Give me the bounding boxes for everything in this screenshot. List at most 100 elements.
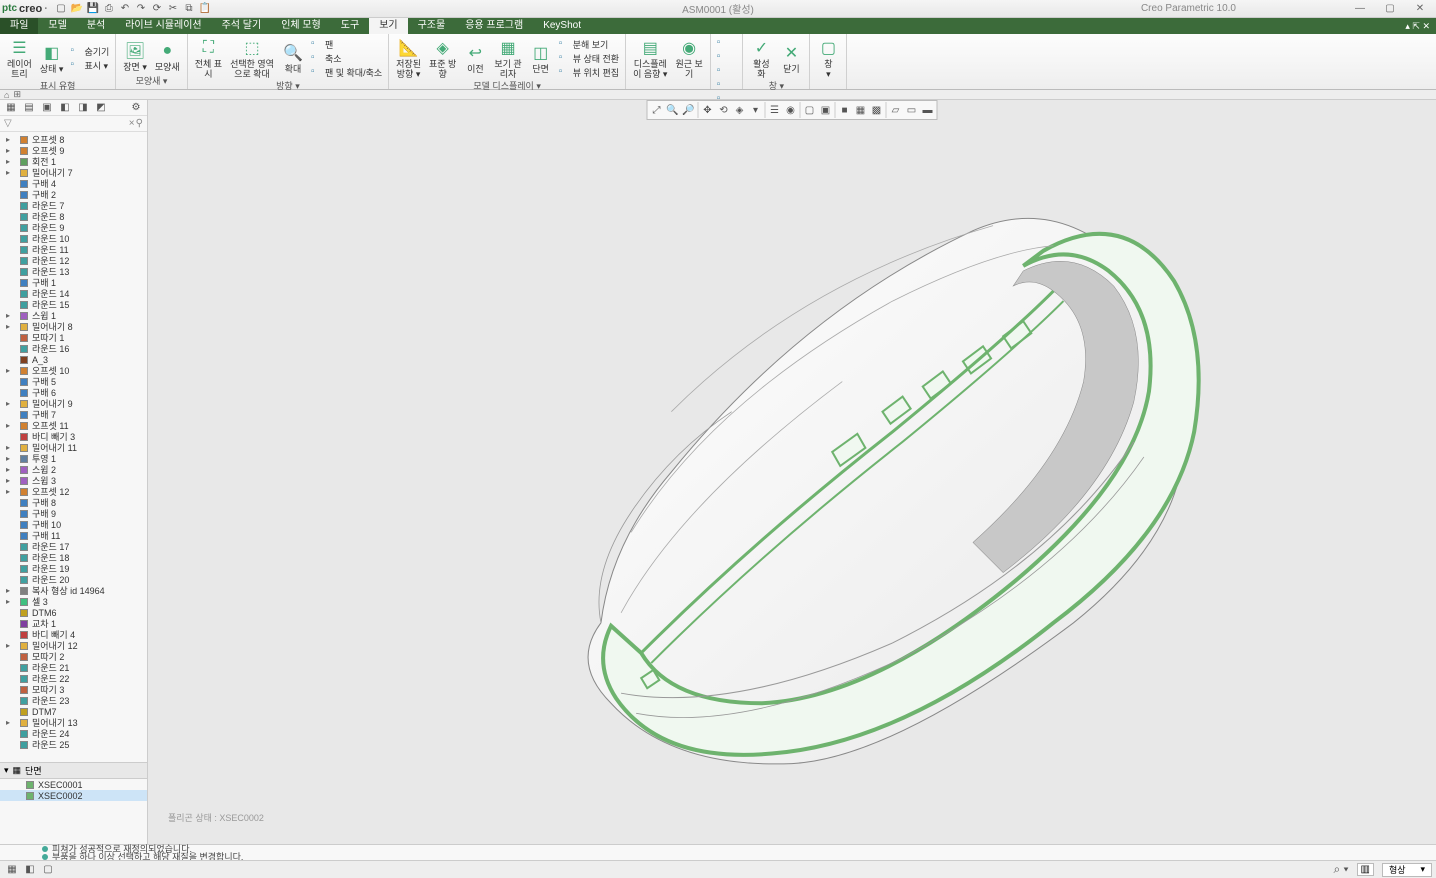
ribbon-section-button[interactable]: ◫단면 bbox=[527, 41, 555, 75]
gtool-spin-icon[interactable]: ⟲ bbox=[716, 102, 732, 118]
tab-tools[interactable]: 도구 bbox=[331, 18, 369, 34]
tree-item[interactable]: 구배 1 bbox=[0, 277, 147, 288]
expand-icon[interactable]: ▸ bbox=[6, 366, 16, 375]
expand-icon[interactable]: ▸ bbox=[6, 454, 16, 463]
gtool-zoomout-icon[interactable]: 🔎 bbox=[681, 102, 697, 118]
qat-save-icon[interactable]: 💾 bbox=[86, 2, 100, 16]
section-item[interactable]: XSEC0002 bbox=[0, 790, 147, 801]
expand-icon[interactable]: ▸ bbox=[6, 586, 16, 595]
ribbon-dispopt-button[interactable]: ▤디스플레이 음향 ▾ bbox=[630, 36, 670, 80]
tree-item[interactable]: 라운드 25 bbox=[0, 739, 147, 750]
tree-item[interactable]: 구배 4 bbox=[0, 178, 147, 189]
qat-copy-icon[interactable]: ⧉ bbox=[182, 2, 196, 16]
qat-undo-icon[interactable]: ↶ bbox=[118, 2, 132, 16]
ribbon-layers-button[interactable]: ☰레이어트리 bbox=[4, 36, 35, 80]
qat-new-icon[interactable]: ▢ bbox=[54, 2, 68, 16]
section-item[interactable]: XSEC0001 bbox=[0, 779, 147, 790]
tab-apps[interactable]: 응용 프로그램 bbox=[455, 18, 533, 34]
tree-item[interactable]: ▸밀어내기 9 bbox=[0, 398, 147, 409]
ribbon-show-button[interactable]: ▫표시 ▾ bbox=[68, 58, 111, 72]
tree-item[interactable]: ▸회전 1 bbox=[0, 156, 147, 167]
tree-item[interactable]: 모따기 2 bbox=[0, 651, 147, 662]
expand-icon[interactable]: ▸ bbox=[6, 487, 16, 496]
tree-item[interactable]: ▸오프셋 8 bbox=[0, 134, 147, 145]
ribbon-prev-button[interactable]: ↩이전 bbox=[461, 41, 489, 75]
tree-item[interactable]: ▸밀어내기 11 bbox=[0, 442, 147, 453]
filter-icon[interactable]: ▽ bbox=[4, 118, 12, 129]
filter-status-icon[interactable]: ▥ bbox=[1357, 863, 1374, 876]
status-icon-1[interactable]: ▦ bbox=[4, 863, 20, 877]
minimize-button[interactable]: — bbox=[1346, 1, 1374, 17]
tree-item[interactable]: 라운드 13 bbox=[0, 266, 147, 277]
expand-icon[interactable]: ▸ bbox=[6, 641, 16, 650]
tree-body[interactable]: ▸오프셋 8▸오프셋 9▸회전 1▸밀어내기 7구배 4구배 2라운드 7라운드… bbox=[0, 132, 147, 844]
gtool-shade-icon[interactable]: ■ bbox=[837, 102, 853, 118]
expand-icon[interactable]: ▸ bbox=[6, 476, 16, 485]
tree-item[interactable]: 라운드 7 bbox=[0, 200, 147, 211]
section-expand-icon[interactable]: ▾ bbox=[4, 765, 9, 776]
gtool-wire-icon[interactable]: ▱ bbox=[888, 102, 904, 118]
gtool-edge-icon[interactable]: ▬ bbox=[920, 102, 936, 118]
selection-filter-box[interactable]: 형상 ▾ bbox=[1382, 863, 1432, 877]
search-icon[interactable]: ⌕ ▾ bbox=[1333, 862, 1348, 877]
gtool-layers-icon[interactable]: ☰ bbox=[767, 102, 783, 118]
ribbon-csys-button[interactable]: ▫ bbox=[715, 64, 731, 78]
qat-open-icon[interactable]: 📂 bbox=[70, 2, 84, 16]
gtool-zoomin-icon[interactable]: 🔍 bbox=[665, 102, 681, 118]
gtool-saved-icon[interactable]: ▾ bbox=[748, 102, 764, 118]
ribbon-persp-button[interactable]: ◉원근 보기 bbox=[672, 36, 705, 80]
tree-item[interactable]: ▸밀어내기 12 bbox=[0, 640, 147, 651]
tree-mode-1-icon[interactable]: ▦ bbox=[4, 101, 18, 115]
tree-item[interactable]: 라운드 23 bbox=[0, 695, 147, 706]
gtool-shadeedge-icon[interactable]: ▦ bbox=[853, 102, 869, 118]
ribbon-editpos-button[interactable]: ▫뷰 위치 편집 bbox=[557, 65, 621, 79]
expand-icon[interactable]: ▸ bbox=[6, 168, 16, 177]
gtool-hidden-icon[interactable]: ▣ bbox=[818, 102, 834, 118]
tree-settings-icon[interactable]: ⚙ bbox=[129, 101, 143, 115]
ribbon-pan-button[interactable]: ▫팬 bbox=[309, 37, 384, 51]
tree-item[interactable]: 모따기 1 bbox=[0, 332, 147, 343]
ribbon-windows-button[interactable]: ▢창▾ bbox=[814, 36, 842, 80]
tree-item[interactable]: 라운드 10 bbox=[0, 233, 147, 244]
tab-view[interactable]: 보기 bbox=[369, 18, 407, 34]
ribbon-stdview-button[interactable]: ◈표준 방향 bbox=[426, 36, 459, 80]
tree-item[interactable]: 라운드 19 bbox=[0, 563, 147, 574]
tree-item[interactable]: ▸밀어내기 7 bbox=[0, 167, 147, 178]
tree-item[interactable]: 라운드 21 bbox=[0, 662, 147, 673]
tree-item[interactable]: 구배 10 bbox=[0, 519, 147, 530]
tree-section-header[interactable]: ▾▦단면 bbox=[0, 762, 147, 779]
tree-item[interactable]: ▸셀 3 bbox=[0, 596, 147, 607]
expand-icon[interactable]: ▸ bbox=[6, 718, 16, 727]
tree-mode-3-icon[interactable]: ▣ bbox=[40, 101, 54, 115]
tab-file[interactable]: 파일 bbox=[0, 18, 38, 34]
tree-item[interactable]: 라운드 24 bbox=[0, 728, 147, 739]
tree-item[interactable]: 라운드 15 bbox=[0, 299, 147, 310]
qat-saveas-icon[interactable]: ⎙ bbox=[102, 2, 116, 16]
tree-item[interactable]: 라운드 18 bbox=[0, 552, 147, 563]
clear-search-icon[interactable]: × bbox=[129, 118, 136, 129]
qat-redo-icon[interactable]: ↷ bbox=[134, 2, 148, 16]
tree-item[interactable]: 구배 6 bbox=[0, 387, 147, 398]
ribbon-point-button[interactable]: ▫ bbox=[715, 50, 731, 64]
tree-item[interactable]: ▸스윕 2 bbox=[0, 464, 147, 475]
tree-item[interactable]: A_3 bbox=[0, 354, 147, 365]
tree-item[interactable]: 구배 11 bbox=[0, 530, 147, 541]
tree-item[interactable]: ▸오프셋 12 bbox=[0, 486, 147, 497]
gtool-pan-icon[interactable]: ✥ bbox=[700, 102, 716, 118]
ribbon-state-button[interactable]: ◧상태 ▾ bbox=[37, 41, 67, 75]
tab-analysis[interactable]: 분석 bbox=[77, 18, 115, 34]
tree-item[interactable]: 모따기 3 bbox=[0, 684, 147, 695]
expand-icon[interactable]: ▸ bbox=[6, 146, 16, 155]
ribbon-zoom-button[interactable]: 🔍확대 bbox=[279, 41, 307, 75]
tree-item[interactable]: 라운드 22 bbox=[0, 673, 147, 684]
tree-item[interactable]: ▸투영 1 bbox=[0, 453, 147, 464]
qat-regen-icon[interactable]: ⟳ bbox=[150, 2, 164, 16]
gtool-perspective-icon[interactable]: ◉ bbox=[783, 102, 799, 118]
tree-item[interactable]: 구배 2 bbox=[0, 189, 147, 200]
tree-item[interactable]: ▸복사 형상 id 14964 bbox=[0, 585, 147, 596]
status-icon-2[interactable]: ◧ bbox=[22, 863, 38, 877]
search-icon[interactable]: ⚲ bbox=[136, 118, 143, 129]
tab-livesim[interactable]: 라이브 시뮬레이션 bbox=[115, 18, 211, 34]
tree-mode-2-icon[interactable]: ▤ bbox=[22, 101, 36, 115]
gtool-refit-icon[interactable]: ⤢ bbox=[649, 102, 665, 118]
